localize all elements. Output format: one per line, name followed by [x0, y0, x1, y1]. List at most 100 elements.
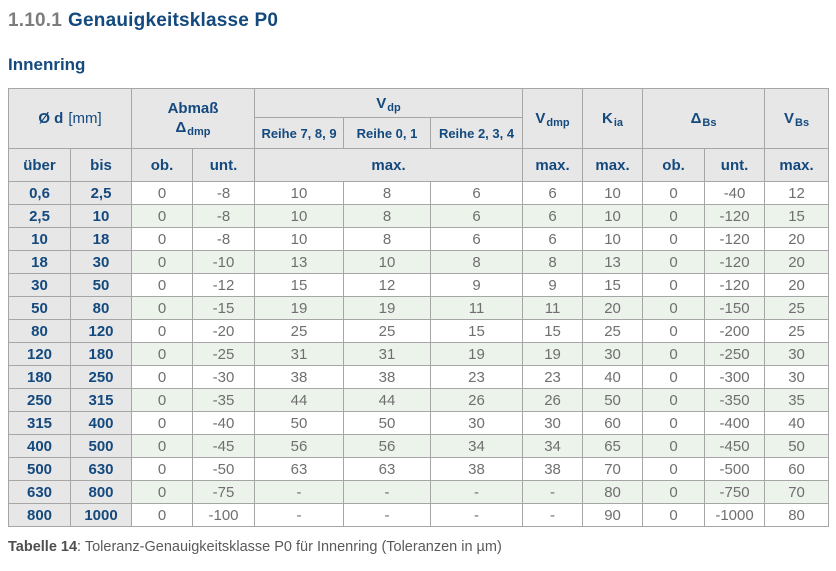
tolerance-value-cell: 0: [131, 227, 194, 251]
diameter-range-cell: 250: [69, 365, 133, 389]
diameter-unit: [mm]: [68, 110, 102, 127]
tolerance-value-cell: 50: [343, 411, 432, 435]
tolerance-value-cell: 9: [522, 273, 584, 297]
tolerance-value-cell: 11: [430, 296, 524, 320]
diameter-range-cell: 18: [8, 250, 71, 274]
col-header-reihe-234: Reihe 2, 3, 4: [430, 117, 524, 149]
diameter-range-cell: 180: [8, 365, 71, 389]
col-header-reihe-01: Reihe 0, 1: [343, 117, 432, 149]
tolerance-value-cell: 25: [582, 319, 644, 343]
tolerance-value-cell: -: [430, 503, 524, 527]
tolerance-value-cell: 10: [582, 227, 644, 251]
tolerance-value-cell: 50: [764, 434, 830, 458]
tolerance-value-cell: -120: [704, 227, 766, 251]
table-row: 315 400 0 -40 50 50 30 30 60 0 -400 40: [8, 411, 830, 435]
tolerance-value-cell: 25: [764, 319, 830, 343]
col-header-reihe-789: Reihe 7, 8, 9: [254, 117, 345, 149]
tolerance-value-cell: -45: [192, 434, 256, 458]
tolerance-value-cell: 0: [131, 457, 194, 481]
diameter-range-cell: 120: [8, 342, 71, 366]
tolerance-value-cell: 0: [642, 434, 706, 458]
tolerance-value-cell: -120: [704, 273, 766, 297]
table-row: 50 80 0 -15 19 19 11 11 20 0 -150 25: [8, 296, 830, 320]
col-subheader-vdmp-max: max.: [522, 148, 584, 182]
tolerance-value-cell: -75: [192, 480, 256, 504]
tolerance-value-cell: -20: [192, 319, 256, 343]
tolerance-value-cell: 60: [582, 411, 644, 435]
abmass-label: Abmaß: [167, 99, 219, 117]
tolerance-value-cell: 30: [430, 411, 524, 435]
tolerance-value-cell: 0: [131, 365, 194, 389]
tolerance-value-cell: 15: [582, 273, 644, 297]
tolerance-value-cell: 0: [131, 411, 194, 435]
tolerance-value-cell: 0: [642, 480, 706, 504]
diameter-range-cell: 2,5: [69, 181, 133, 205]
tolerance-value-cell: 0: [131, 296, 194, 320]
table-row: 30 50 0 -12 15 12 9 9 15 0 -120 20: [8, 273, 830, 297]
tolerance-value-cell: 56: [254, 434, 345, 458]
tolerance-value-cell: 0: [642, 503, 706, 527]
tolerance-value-cell: 8: [343, 181, 432, 205]
tolerance-value-cell: 34: [430, 434, 524, 458]
tolerance-value-cell: 15: [764, 204, 830, 228]
tolerance-value-cell: 26: [522, 388, 584, 412]
diameter-range-cell: 630: [69, 457, 133, 481]
section-number: 1.10.1: [8, 10, 63, 31]
tolerance-value-cell: -150: [704, 296, 766, 320]
tolerance-value-cell: 10: [254, 181, 345, 205]
tolerance-value-cell: 30: [764, 365, 830, 389]
tolerance-value-cell: -450: [704, 434, 766, 458]
col-header-vdp: Vdp: [254, 88, 524, 118]
col-subheader-bis: bis: [69, 148, 133, 182]
tolerance-value-cell: 80: [764, 503, 830, 527]
tolerance-value-cell: 0: [642, 296, 706, 320]
tolerance-value-cell: 0: [131, 319, 194, 343]
tolerance-value-cell: 0: [642, 342, 706, 366]
tolerance-value-cell: 44: [343, 388, 432, 412]
diameter-range-cell: 250: [8, 388, 71, 412]
tolerance-value-cell: 15: [430, 319, 524, 343]
tolerance-value-cell: 6: [522, 204, 584, 228]
tolerance-value-cell: -10: [192, 250, 256, 274]
tolerance-value-cell: 10: [254, 204, 345, 228]
tolerance-value-cell: -40: [192, 411, 256, 435]
tolerance-value-cell: 8: [343, 204, 432, 228]
col-header-delta-bs: ΔBs: [642, 88, 766, 149]
tolerance-value-cell: 0: [131, 503, 194, 527]
diameter-range-cell: 10: [69, 204, 133, 228]
table-row: 500 630 0 -50 63 63 38 38 70 0 -500 60: [8, 457, 830, 481]
tolerance-value-cell: 6: [430, 227, 524, 251]
table-row: 800 1000 0 -100- - - -90 0 -1000 80: [8, 503, 830, 527]
col-header-vbs: VBs: [764, 88, 830, 149]
tolerance-value-cell: -: [522, 480, 584, 504]
tolerance-value-cell: 40: [764, 411, 830, 435]
tolerance-value-cell: 0: [131, 434, 194, 458]
tolerance-value-cell: 0: [642, 365, 706, 389]
tolerance-value-cell: 34: [522, 434, 584, 458]
tolerance-value-cell: -35: [192, 388, 256, 412]
tolerance-value-cell: 19: [430, 342, 524, 366]
diameter-range-cell: 630: [8, 480, 71, 504]
tolerance-value-cell: 13: [582, 250, 644, 274]
tolerance-value-cell: 0: [642, 388, 706, 412]
diameter-range-cell: 800: [8, 503, 71, 527]
diameter-range-cell: 18: [69, 227, 133, 251]
tolerance-value-cell: -: [522, 503, 584, 527]
diameter-range-cell: 500: [69, 434, 133, 458]
tolerance-value-cell: 0: [642, 411, 706, 435]
tolerance-value-cell: 0: [642, 273, 706, 297]
tolerance-value-cell: 0: [131, 204, 194, 228]
tolerance-value-cell: 23: [522, 365, 584, 389]
tolerance-value-cell: 56: [343, 434, 432, 458]
tolerance-value-cell: -400: [704, 411, 766, 435]
tolerance-value-cell: 31: [254, 342, 345, 366]
tolerance-value-cell: 30: [582, 342, 644, 366]
tolerance-value-cell: 44: [254, 388, 345, 412]
diameter-range-cell: 180: [69, 342, 133, 366]
tolerance-value-cell: 10: [343, 250, 432, 274]
diameter-range-cell: 400: [8, 434, 71, 458]
tolerance-value-cell: -350: [704, 388, 766, 412]
tolerance-value-cell: 38: [430, 457, 524, 481]
tolerance-value-cell: 0: [642, 204, 706, 228]
col-subheader-ueber: über: [8, 148, 71, 182]
